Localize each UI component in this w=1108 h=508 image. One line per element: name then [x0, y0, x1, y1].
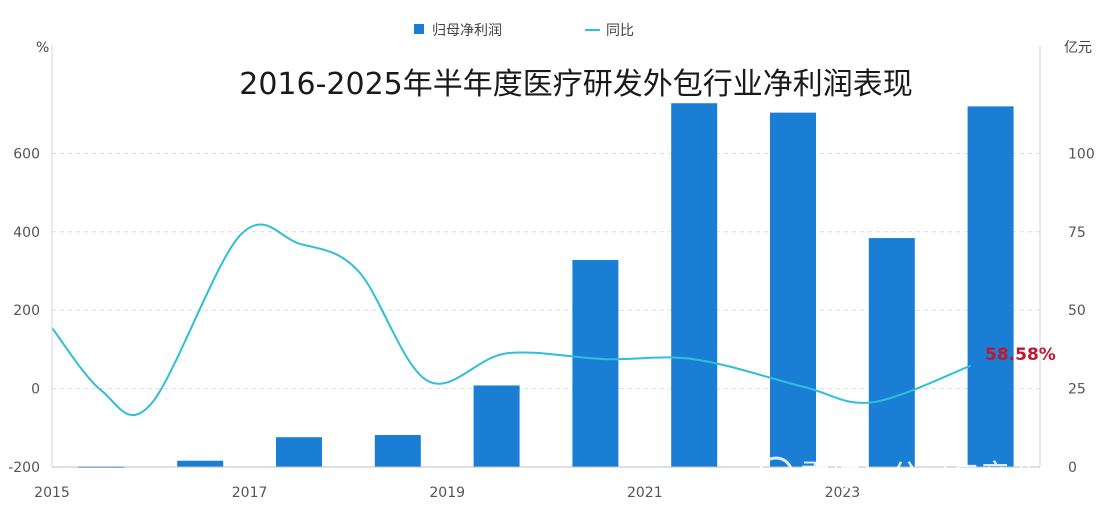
legend-bar-label: 归母净利润 — [432, 22, 502, 39]
left-axis-tick: 0 — [31, 382, 40, 398]
axes: -200 0 200 400 600 0 25 50 75 100 2015 2017 2019 2021… — [8, 45, 1095, 501]
bar-2017 — [177, 460, 224, 467]
watermark-logo-icon — [758, 456, 794, 492]
watermark: 雪球：公司与产业V — [758, 456, 1061, 494]
left-axis-tick: -200 — [8, 460, 40, 476]
bar-2019 — [374, 435, 421, 467]
chart-title: 2016-2025年半年度医疗研发外包行业净利润表现 — [239, 67, 913, 102]
x-axis-tick: 2019 — [429, 485, 465, 501]
right-axis-tick: 50 — [1068, 303, 1086, 319]
bar-2022 — [671, 103, 718, 467]
right-axis-tick: 100 — [1068, 146, 1095, 162]
bar-2021 — [572, 260, 619, 467]
yoy-line — [51, 223, 972, 417]
left-axis-tick: 400 — [13, 225, 40, 241]
left-axis-unit: % — [36, 40, 49, 56]
left-axis-tick: 600 — [13, 146, 40, 162]
bar-2025 — [967, 106, 1014, 468]
right-axis-tick: 25 — [1068, 382, 1086, 398]
x-axis-tick: 2017 — [232, 485, 268, 501]
x-axis-tick: 2021 — [627, 485, 663, 501]
bar-2023 — [770, 112, 816, 467]
left-axis-tick: 200 — [13, 303, 40, 319]
bar-2020 — [473, 385, 520, 467]
x-axis-tick: 2023 — [825, 485, 861, 501]
right-axis-unit: 亿元 — [1064, 40, 1092, 56]
watermark-text: 雪球：公司与产业V — [800, 459, 1061, 494]
bar-2024 — [868, 238, 915, 467]
x-axis-tick: 2015 — [34, 485, 70, 501]
right-axis-tick: 75 — [1068, 225, 1086, 241]
bar-2018 — [276, 437, 322, 467]
legend-line-label: 同比 — [606, 23, 634, 39]
bar-series — [78, 103, 1014, 468]
yoy-annotation: 58.58% — [985, 345, 1056, 365]
right-axis-tick: 0 — [1068, 460, 1077, 476]
legend-bar-swatch — [414, 24, 424, 34]
